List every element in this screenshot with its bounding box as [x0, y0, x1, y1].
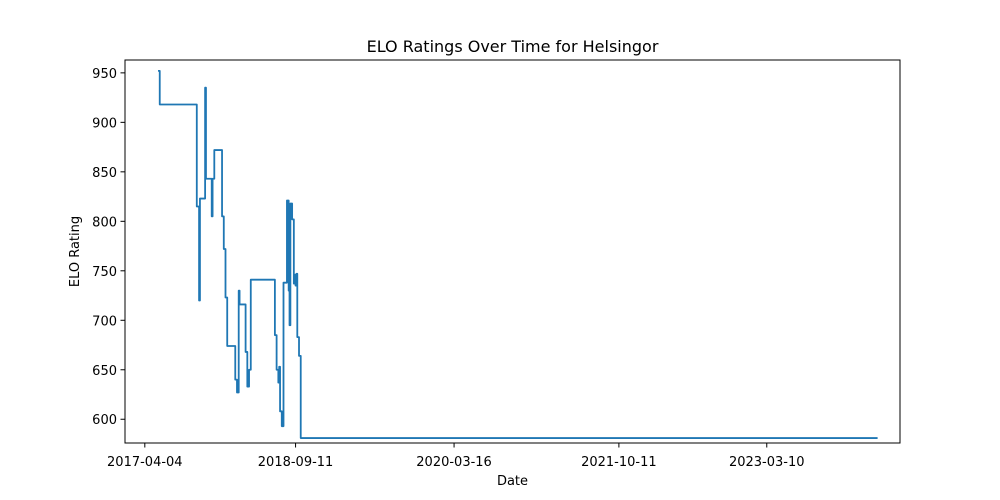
x-tick-label: 2021-10-11: [581, 455, 657, 470]
x-tick-label: 2023-03-10: [729, 455, 805, 470]
x-axis-label: Date: [497, 474, 528, 489]
y-tick-label: 750: [92, 265, 117, 280]
x-tick-label: 2017-04-04: [107, 455, 183, 470]
y-tick-label: 800: [92, 215, 117, 230]
y-tick-label: 900: [92, 116, 117, 131]
chart-title: ELO Ratings Over Time for Helsingor: [367, 37, 659, 56]
plot-layer: [158, 69, 878, 439]
axis-layer: 2017-04-04 2018-09-11 2020-03-16 2021-10-11…: [92, 67, 804, 470]
x-tick-label: 2020-03-16: [416, 455, 492, 470]
y-tick-label: 650: [92, 364, 117, 379]
y-tick-label: 850: [92, 166, 117, 181]
plot-frame: [124, 59, 901, 444]
y-tick-label: 700: [92, 314, 117, 329]
y-tick-label: 950: [92, 67, 117, 82]
y-tick-label: 600: [92, 413, 117, 428]
y-axis-label: ELO Rating: [68, 216, 83, 287]
series-line-0: [158, 69, 878, 439]
x-tick-label: 2018-09-11: [258, 455, 334, 470]
